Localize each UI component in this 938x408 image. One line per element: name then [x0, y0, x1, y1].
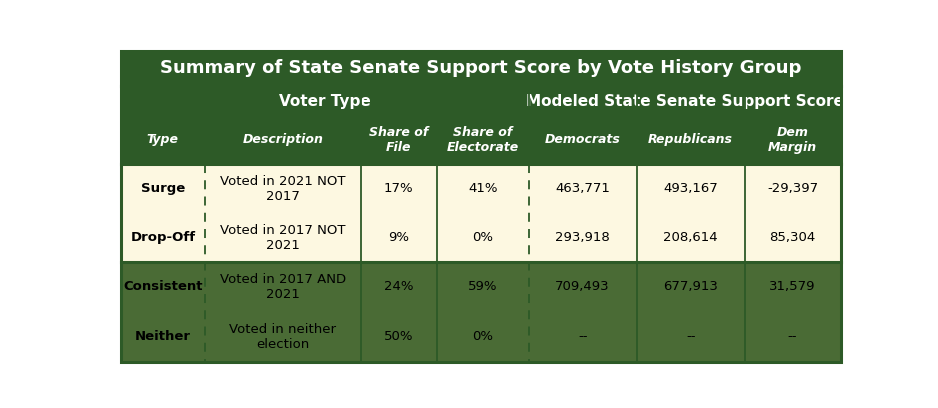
- Text: 709,493: 709,493: [555, 280, 610, 293]
- Bar: [121, 262, 840, 361]
- Text: --: --: [578, 330, 587, 343]
- Text: Republicans: Republicans: [648, 133, 734, 146]
- Text: --: --: [788, 330, 797, 343]
- Bar: [121, 86, 529, 116]
- Text: 24%: 24%: [384, 280, 414, 293]
- Text: 85,304: 85,304: [769, 231, 816, 244]
- Bar: [121, 116, 204, 164]
- Text: 17%: 17%: [384, 182, 414, 195]
- Text: 50%: 50%: [384, 330, 414, 343]
- Text: Voted in 2017 NOT
2021: Voted in 2017 NOT 2021: [220, 224, 345, 251]
- Text: Dem
Margin: Dem Margin: [768, 126, 817, 154]
- Bar: [437, 116, 529, 164]
- Text: Consistent: Consistent: [123, 280, 203, 293]
- Text: 9%: 9%: [388, 231, 409, 244]
- Text: Share of
Electorate: Share of Electorate: [446, 126, 519, 154]
- Bar: [121, 51, 840, 86]
- Text: 677,913: 677,913: [663, 280, 719, 293]
- Text: 208,614: 208,614: [663, 231, 718, 244]
- Text: Description: Description: [242, 133, 324, 146]
- Text: Summary of State Senate Support Score by Vote History Group: Summary of State Senate Support Score by…: [160, 60, 801, 78]
- Text: Voted in neither
election: Voted in neither election: [229, 323, 337, 350]
- Text: 41%: 41%: [468, 182, 497, 195]
- Text: 493,167: 493,167: [663, 182, 718, 195]
- Text: Democrats: Democrats: [545, 133, 621, 146]
- Text: Type: Type: [147, 133, 179, 146]
- Text: Surge: Surge: [141, 182, 185, 195]
- Text: Modeled State Senate Support Score: Modeled State Senate Support Score: [525, 93, 843, 109]
- Bar: [529, 86, 840, 116]
- Text: Drop-Off: Drop-Off: [130, 231, 195, 244]
- Text: 59%: 59%: [468, 280, 497, 293]
- Text: 463,771: 463,771: [555, 182, 610, 195]
- Text: Neither: Neither: [135, 330, 190, 343]
- Bar: [745, 116, 840, 164]
- Text: Voted in 2017 AND
2021: Voted in 2017 AND 2021: [219, 273, 346, 301]
- Bar: [121, 164, 840, 262]
- Text: -29,397: -29,397: [767, 182, 818, 195]
- Bar: [361, 116, 437, 164]
- Bar: [121, 164, 840, 262]
- Text: 0%: 0%: [472, 330, 493, 343]
- Text: 293,918: 293,918: [555, 231, 610, 244]
- Text: Voter Type: Voter Type: [279, 93, 371, 109]
- Bar: [637, 116, 745, 164]
- Bar: [529, 116, 637, 164]
- Text: --: --: [686, 330, 695, 343]
- Text: 31,579: 31,579: [769, 280, 816, 293]
- Text: Share of
File: Share of File: [369, 126, 429, 154]
- Text: 0%: 0%: [472, 231, 493, 244]
- Text: Voted in 2021 NOT
2017: Voted in 2021 NOT 2017: [220, 175, 345, 202]
- Bar: [204, 116, 361, 164]
